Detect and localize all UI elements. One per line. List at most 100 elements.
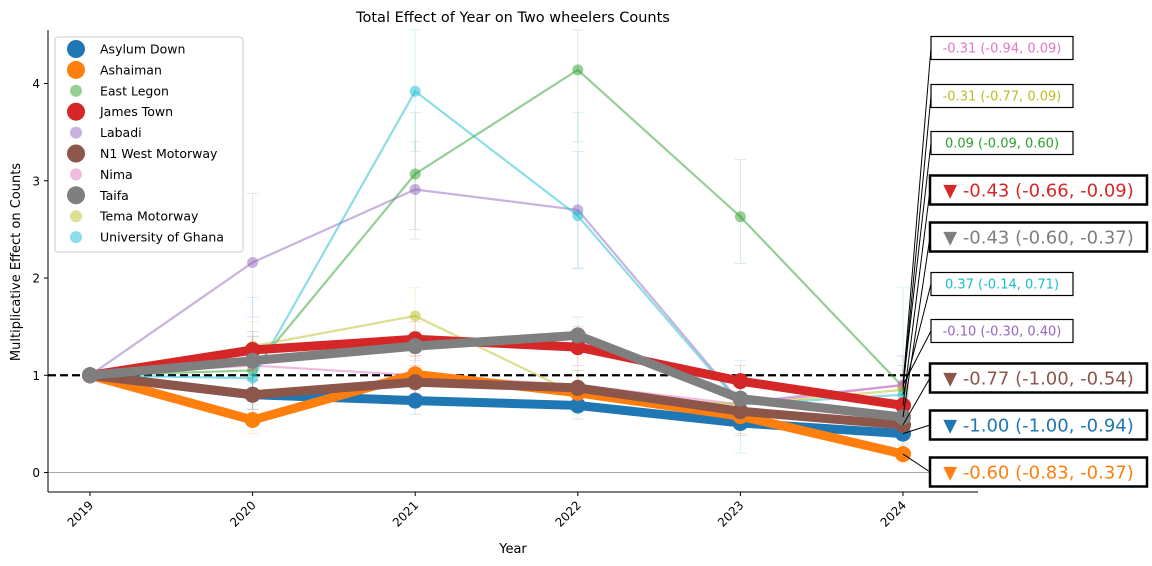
annotation-ashaiman: ▼ -0.60 (-0.83, -0.37): [902, 453, 1149, 488]
annotation-asylum-down: ▼ -1.00 (-1.00, -0.94): [902, 409, 1149, 441]
data-point: [732, 390, 749, 407]
y-tick-label: 1: [32, 369, 40, 383]
legend-item: Nima: [70, 167, 133, 182]
legend-label: Asylum Down: [100, 42, 185, 57]
legend-label: Ashaiman: [100, 62, 162, 77]
data-point: [409, 184, 421, 196]
annotation-tema-motorway: -0.31 (-0.77, 0.09): [902, 83, 1074, 390]
chart-title: Total Effect of Year on Two wheelers Cou…: [355, 10, 670, 26]
legend-label: Taifa: [99, 188, 129, 203]
annotation-label: ▼ -0.43 (-0.66, -0.09): [943, 180, 1134, 201]
annotation-box: [930, 318, 1074, 344]
annotation-box: [930, 130, 1074, 156]
annotation-box: [930, 271, 1074, 297]
legend-item: Tema Motorway: [70, 209, 199, 224]
annotations: -0.31 (-0.94, 0.09) -0.31 (-0.77, 0.09) 0.…: [902, 35, 1149, 488]
annotation-university-of-ghana: 0.37 (-0.14, 0.71): [902, 271, 1074, 395]
annotation-leader: [902, 424, 931, 435]
x-tick-label: 2019: [65, 498, 96, 529]
data-point: [247, 372, 259, 384]
legend-label: University of Ghana: [100, 230, 224, 245]
annotation-leader: [902, 453, 931, 473]
legend-item: Taifa: [67, 186, 129, 205]
annotation-leader: [902, 189, 931, 406]
legend-item: East Legon: [70, 83, 169, 98]
data-point: [409, 168, 421, 180]
annotation-n1-west-motorway: ▼ -0.77 (-1.00, -0.54): [902, 362, 1149, 426]
data-point: [569, 339, 586, 356]
data-point: [244, 352, 261, 369]
data-point: [569, 327, 586, 344]
annotation-box: [928, 362, 1149, 394]
series-lines: [82, 64, 911, 463]
annotation-leader: [902, 95, 932, 390]
annotation-box: [928, 221, 1149, 253]
legend-label: East Legon: [100, 83, 169, 98]
x-axis-label: Year: [498, 542, 527, 557]
legend-item: James Town: [67, 102, 173, 121]
data-point: [409, 310, 421, 322]
annotation-james-town: ▼ -0.43 (-0.66, -0.09): [902, 174, 1149, 406]
legend-item: Asylum Down: [67, 40, 185, 58]
legend-marker: [70, 168, 82, 181]
annotation-box: [928, 174, 1149, 206]
x-tick-label: 2022: [552, 498, 583, 529]
annotation-taifa: ▼ -0.43 (-0.60, -0.37): [902, 221, 1149, 418]
legend-marker: [67, 40, 85, 58]
legend-marker: [67, 186, 85, 205]
annotation-label: -0.31 (-0.77, 0.09): [943, 90, 1062, 105]
data-point: [407, 392, 424, 409]
x-tick-label: 2023: [715, 498, 746, 529]
error-bar: [571, 29, 584, 143]
data-point: [244, 386, 261, 403]
legend-marker: [67, 144, 85, 163]
annotation-label: ▼ -0.43 (-0.60, -0.37): [943, 227, 1134, 248]
legend: Asylum Down Ashaiman East Legon James Town L…: [54, 36, 244, 253]
legend-item: Labadi: [70, 125, 142, 140]
legend-item: Ashaiman: [67, 60, 162, 79]
data-point: [407, 374, 424, 391]
annotation-box: [928, 409, 1149, 441]
annotation-leader: [902, 330, 932, 386]
legend-marker: [67, 102, 85, 121]
data-point: [569, 379, 586, 396]
y-tick-label: 3: [32, 174, 40, 188]
annotation-label: 0.37 (-0.14, 0.71): [945, 278, 1059, 293]
series-line: [89, 68, 904, 388]
annotation-leader: [902, 377, 931, 426]
legend-marker: [70, 84, 82, 97]
legend-label: James Town: [99, 104, 173, 119]
annotation-leader: [902, 47, 932, 386]
annotation-label: -0.10 (-0.30, 0.40): [943, 325, 1062, 340]
legend-marker: [70, 126, 82, 139]
x-tick-label: 2024: [878, 498, 909, 529]
data-point: [247, 256, 259, 268]
annotation-box: [930, 83, 1074, 109]
error-bar: [246, 192, 259, 318]
annotation-box: [930, 35, 1074, 61]
annotation-label: ▼ -0.60 (-0.83, -0.37): [943, 462, 1134, 483]
legend-box: [54, 36, 244, 253]
legend-item: University of Ghana: [70, 230, 224, 245]
annotation-labadi: -0.10 (-0.30, 0.40): [902, 318, 1074, 386]
legend-marker: [70, 231, 82, 244]
annotation-leader: [902, 142, 932, 388]
data-point: [732, 403, 749, 420]
data-point: [732, 373, 749, 390]
legend-label: Tema Motorway: [99, 209, 199, 224]
data-point: [244, 412, 261, 429]
legend-label: N1 West Motorway: [100, 146, 218, 161]
annotation-box: [928, 456, 1149, 488]
data-point: [572, 210, 584, 222]
annotation-label: ▼ -1.00 (-1.00, -0.94): [943, 415, 1134, 436]
legend-item: N1 West Motorway: [67, 144, 218, 163]
error-bar: [571, 112, 584, 269]
x-tick-label: 2020: [227, 498, 258, 529]
data-point: [572, 64, 584, 76]
y-axis-label: Multiplicative Effect on Counts: [9, 163, 24, 361]
legend-label: Nima: [100, 167, 133, 182]
data-point: [407, 338, 424, 355]
x-tick-label: 2021: [390, 498, 421, 529]
annotation-label: 0.09 (-0.09, 0.60): [945, 137, 1059, 152]
